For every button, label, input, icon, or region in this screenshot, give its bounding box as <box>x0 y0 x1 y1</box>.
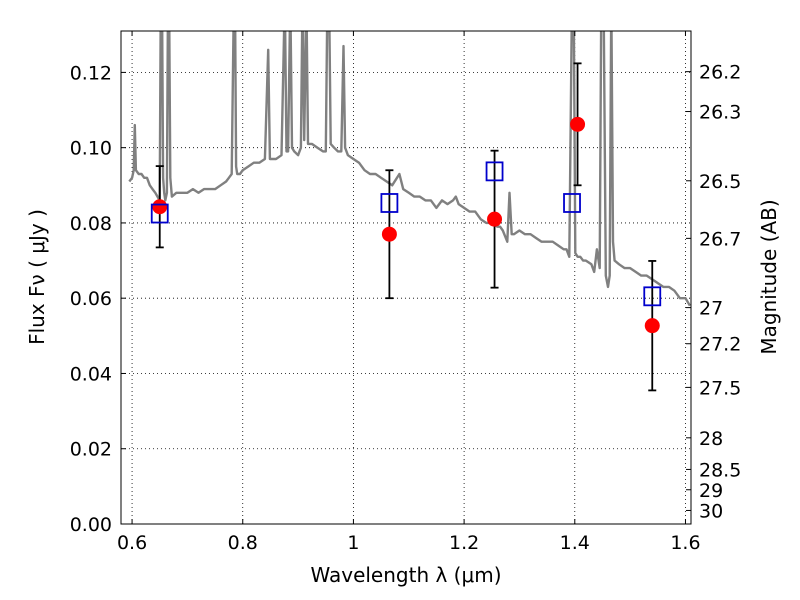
y2-tick-label: 26.3 <box>699 102 741 124</box>
y2-axis-label: Magnitude (AB) <box>757 199 781 354</box>
model-point <box>380 193 399 213</box>
x-tick-label: 1.6 <box>670 532 700 554</box>
observed-point <box>487 211 503 227</box>
y2-tick-label: 29 <box>699 480 723 502</box>
spectrum-line <box>128 31 691 307</box>
model-point <box>643 286 662 307</box>
y2-tick-label: 30 <box>699 500 723 522</box>
x-axis-label: Wavelength λ (μm) <box>310 563 501 587</box>
y2-tick-label: 28.5 <box>699 459 741 481</box>
x-tick-label: 0.6 <box>117 532 147 554</box>
y2-tick-label: 28 <box>699 428 723 450</box>
y-tick-label: 0.08 <box>70 213 112 235</box>
model-point <box>563 193 581 213</box>
y2-tick-label: 27.5 <box>699 377 741 399</box>
observed-point <box>644 318 660 334</box>
plot-area <box>128 31 691 392</box>
y-tick-label: 0.06 <box>70 288 112 310</box>
y2-tick-label: 27 <box>699 298 723 320</box>
plot-background <box>121 31 691 524</box>
x-tick-label: 1 <box>347 532 359 554</box>
y-axis-label: Flux Fν ( μJy ) <box>25 209 49 345</box>
x-tick-label: 1.2 <box>449 532 479 554</box>
y2-tick-label: 26.7 <box>699 228 741 250</box>
x-tick-label: 0.8 <box>228 532 258 554</box>
y2-tick-label: 26.5 <box>699 171 741 193</box>
x-tick-label: 1.4 <box>560 532 590 554</box>
y-tick-label: 0.04 <box>70 363 112 385</box>
y-tick-label: 0.00 <box>70 514 112 536</box>
observed-point <box>570 116 586 132</box>
y-tick-label: 0.02 <box>70 439 112 461</box>
observed-point <box>381 226 397 242</box>
model-point <box>485 161 504 182</box>
y2-tick-label: 27.2 <box>699 334 741 356</box>
y-tick-label: 0.12 <box>70 62 112 84</box>
axis-ticks: 0.6 0.8 1 1.2 1.4 1.6 0.00 0.02 0.04 0.06 0.08 0.10… <box>70 31 741 554</box>
plot-frame <box>120 30 692 525</box>
observed-point <box>152 199 168 215</box>
y-tick-label: 0.10 <box>70 138 112 160</box>
y2-tick-label: 26.2 <box>699 62 741 84</box>
model-point <box>150 203 169 224</box>
